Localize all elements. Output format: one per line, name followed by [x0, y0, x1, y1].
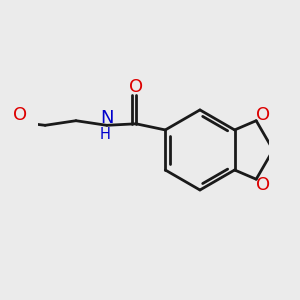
- Text: O: O: [256, 176, 270, 194]
- Text: O: O: [256, 106, 270, 124]
- Text: O: O: [13, 106, 27, 124]
- Text: N: N: [100, 109, 113, 127]
- Text: H: H: [100, 127, 111, 142]
- Text: O: O: [129, 78, 143, 96]
